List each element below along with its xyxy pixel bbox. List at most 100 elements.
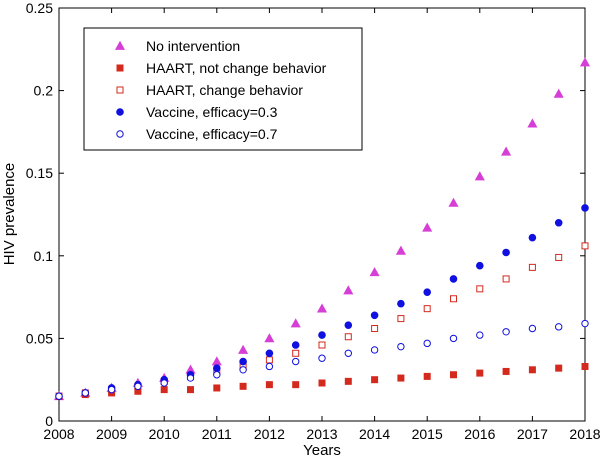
legend-marker xyxy=(116,64,124,72)
data-point xyxy=(213,364,221,372)
data-point xyxy=(476,285,484,293)
data-point xyxy=(134,382,142,391)
data-point xyxy=(213,384,221,392)
data-point xyxy=(528,366,536,374)
data-point xyxy=(423,339,431,348)
x-tick-label: 2012 xyxy=(254,426,285,442)
data-point xyxy=(527,118,538,128)
data-point xyxy=(502,328,510,336)
x-tick-label: 2018 xyxy=(569,426,600,442)
data-point xyxy=(369,267,380,277)
data-point xyxy=(501,146,512,156)
y-tick-label: 0.15 xyxy=(26,165,53,181)
data-point xyxy=(554,218,563,227)
x-tick-label: 2009 xyxy=(96,426,127,442)
y-tick-labels: 0 0.05 0.1 0.15 0.2 0.25 xyxy=(26,0,53,429)
data-point xyxy=(448,197,459,207)
data-points xyxy=(53,57,591,401)
y-tick-label: 0 xyxy=(45,413,53,429)
data-point xyxy=(291,341,300,349)
data-point xyxy=(449,275,458,283)
y-tick-label: 0.25 xyxy=(26,0,53,16)
data-point xyxy=(344,333,352,341)
data-point xyxy=(239,382,247,390)
data-point xyxy=(502,367,510,375)
data-point xyxy=(397,315,405,323)
data-point xyxy=(555,253,563,261)
x-tick-label: 2013 xyxy=(306,426,337,442)
data-point xyxy=(344,321,353,329)
x-tick-labels: 2008 2009 2010 2011 2012 2013 2014 2015 2016 2017… xyxy=(43,426,600,442)
data-point xyxy=(476,331,484,339)
data-point xyxy=(318,354,326,362)
data-point xyxy=(265,349,274,358)
x-tick-label: 2008 xyxy=(43,426,74,442)
data-point xyxy=(581,204,589,212)
data-point xyxy=(579,57,591,67)
data-point xyxy=(292,349,300,357)
data-point xyxy=(423,305,431,313)
data-point xyxy=(370,346,379,354)
data-point xyxy=(264,333,275,343)
legend-marker xyxy=(116,130,124,138)
data-point xyxy=(449,334,458,343)
data-point xyxy=(186,374,195,382)
data-point xyxy=(371,376,379,384)
y-tick-label: 0.2 xyxy=(34,83,54,99)
data-point xyxy=(476,261,484,270)
legend-entry-label: Vaccine, efficacy=0.3 xyxy=(146,104,278,120)
legend-marker xyxy=(116,108,124,116)
data-point xyxy=(265,356,273,364)
data-point xyxy=(265,362,274,371)
data-point xyxy=(265,381,273,389)
data-point xyxy=(395,245,406,255)
data-point xyxy=(555,323,563,331)
data-point xyxy=(397,299,405,308)
data-point xyxy=(81,389,90,397)
data-point xyxy=(187,386,194,394)
legend-marker xyxy=(116,86,124,94)
data-point xyxy=(160,379,168,387)
legend-entry-label: HAART, not change behavior xyxy=(146,60,327,76)
data-point xyxy=(422,222,433,232)
data-point xyxy=(581,362,589,370)
data-point xyxy=(397,374,405,382)
data-point xyxy=(292,381,300,389)
legend-marker xyxy=(114,40,126,50)
data-point xyxy=(397,342,405,351)
data-point xyxy=(238,344,249,354)
x-tick-label: 2014 xyxy=(359,426,390,442)
data-point xyxy=(370,311,379,320)
data-point xyxy=(344,349,352,357)
legend-entry-label: No intervention xyxy=(146,38,240,54)
data-point xyxy=(344,377,352,385)
series-4 xyxy=(55,319,589,400)
data-point xyxy=(239,366,247,374)
data-point xyxy=(581,242,589,250)
data-point xyxy=(450,295,457,303)
data-point xyxy=(528,324,537,333)
y-tick-label: 0.05 xyxy=(26,330,53,346)
x-tick-label: 2016 xyxy=(464,426,495,442)
y-axis-label: HIV prevalence xyxy=(1,163,18,266)
data-point xyxy=(502,275,510,283)
data-point xyxy=(239,357,247,366)
legend-entry-label: Vaccine, efficacy=0.7 xyxy=(146,126,278,142)
data-point xyxy=(160,386,168,394)
data-point xyxy=(555,364,563,372)
legend-entry-label: HAART, change behavior xyxy=(146,82,303,98)
x-axis-label: Years xyxy=(303,442,341,458)
data-point xyxy=(290,318,301,328)
data-point xyxy=(316,303,328,313)
data-point xyxy=(553,88,564,98)
data-point xyxy=(292,357,300,366)
data-point xyxy=(318,379,326,387)
data-point xyxy=(107,385,116,394)
data-point xyxy=(581,319,589,328)
tick-marks xyxy=(58,7,586,422)
x-tick-label: 2011 xyxy=(202,426,232,442)
data-point xyxy=(528,233,537,242)
data-point xyxy=(55,392,63,400)
y-tick-label: 0.1 xyxy=(34,248,54,264)
